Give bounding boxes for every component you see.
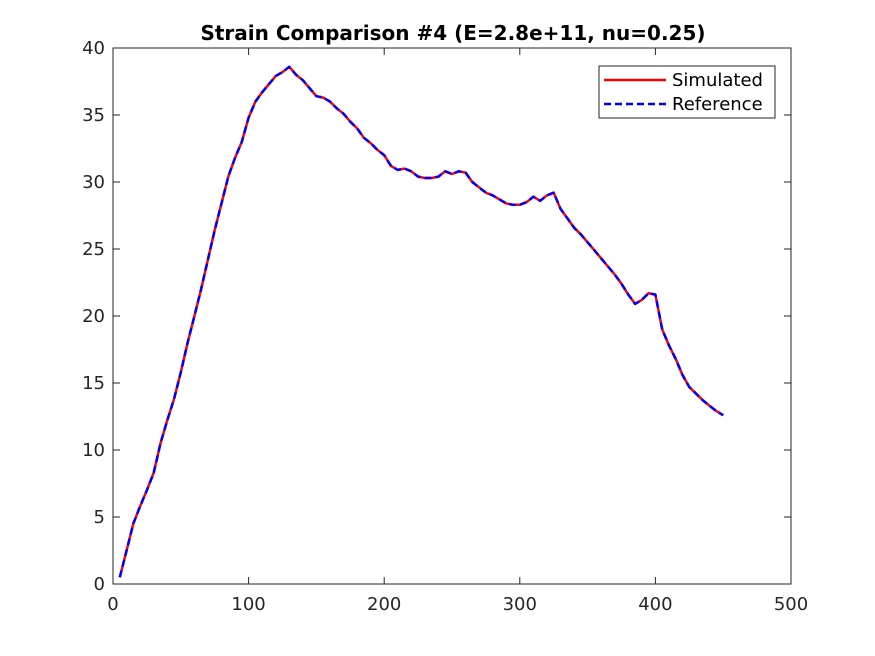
legend-label-simulated: Simulated <box>672 70 763 91</box>
x-tick-label: 200 <box>367 594 401 615</box>
plot-area <box>113 48 791 584</box>
y-tick-label: 30 <box>82 172 105 193</box>
x-tick-label: 100 <box>231 594 265 615</box>
legend: Simulated Reference <box>598 65 776 119</box>
y-tick-label: 35 <box>82 105 105 126</box>
series-layer <box>118 65 724 578</box>
x-tick-label: 0 <box>107 594 118 615</box>
x-axis: 0 100 200 300 400 500 <box>107 48 808 615</box>
y-tick-label: 40 <box>82 38 105 59</box>
legend-box <box>598 65 776 119</box>
x-tick-label: 300 <box>503 594 537 615</box>
y-axis: 0 5 10 15 20 25 30 35 40 <box>82 38 791 595</box>
y-tick-label: 5 <box>94 507 105 528</box>
x-tick-label: 400 <box>638 594 672 615</box>
y-tick-label: 25 <box>82 239 105 260</box>
x-tick-label: 500 <box>774 594 808 615</box>
chart-title: Strain Comparison #4 (E=2.8e+11, nu=0.25… <box>200 21 705 45</box>
legend-label-reference: Reference <box>672 94 763 115</box>
series-line-reference <box>118 65 724 578</box>
y-tick-label: 20 <box>82 306 105 327</box>
y-tick-label: 15 <box>82 373 105 394</box>
y-tick-label: 0 <box>94 574 105 595</box>
y-tick-label: 10 <box>82 440 105 461</box>
